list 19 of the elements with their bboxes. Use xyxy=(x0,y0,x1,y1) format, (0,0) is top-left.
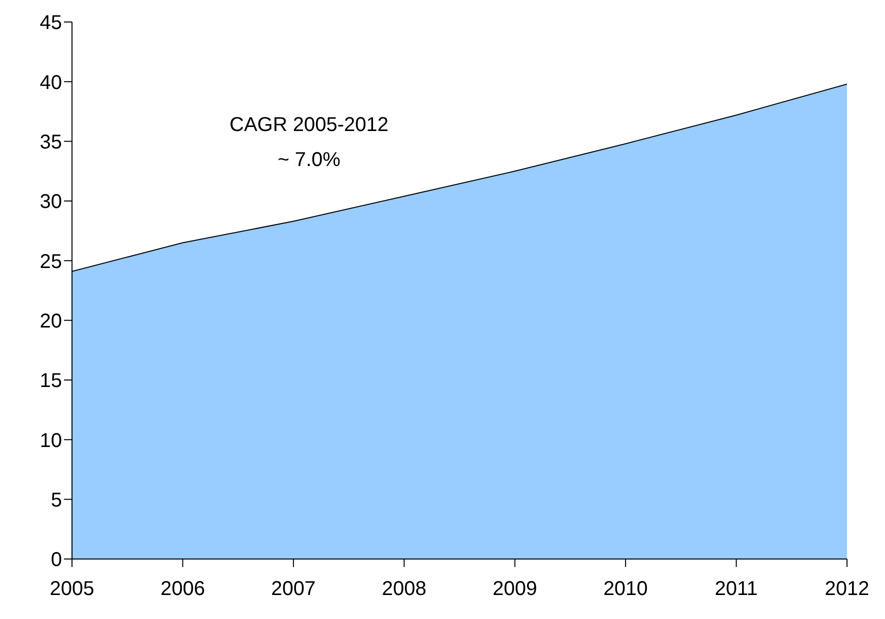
y-tick-label: 15 xyxy=(40,370,62,392)
y-tick-label: 25 xyxy=(40,250,62,273)
x-tick-label: 2008 xyxy=(382,578,426,600)
y-tick-label: 5 xyxy=(50,489,62,512)
y-tick-label: 10 xyxy=(40,430,62,452)
annotation: CAGR 2005-2012 ~ 7.0% xyxy=(228,113,390,173)
x-tick-label: 2005 xyxy=(50,578,94,600)
y-tick-label: 35 xyxy=(40,131,62,154)
x-tick-label: 2011 xyxy=(714,578,758,600)
y-tick-label: 40 xyxy=(40,72,62,94)
x-tick-label: 2009 xyxy=(492,578,538,600)
y-tick-label: 0 xyxy=(50,549,62,572)
y-tick-label: 20 xyxy=(40,310,62,332)
x-tick-label: 2007 xyxy=(271,578,316,600)
y-tick-label: 45 xyxy=(40,12,62,34)
y-tick-label: 30 xyxy=(40,191,62,214)
x-tick-label: 2010 xyxy=(603,578,648,600)
x-tick-label: 2012 xyxy=(824,578,870,600)
x-tick-label: 2006 xyxy=(160,578,205,600)
